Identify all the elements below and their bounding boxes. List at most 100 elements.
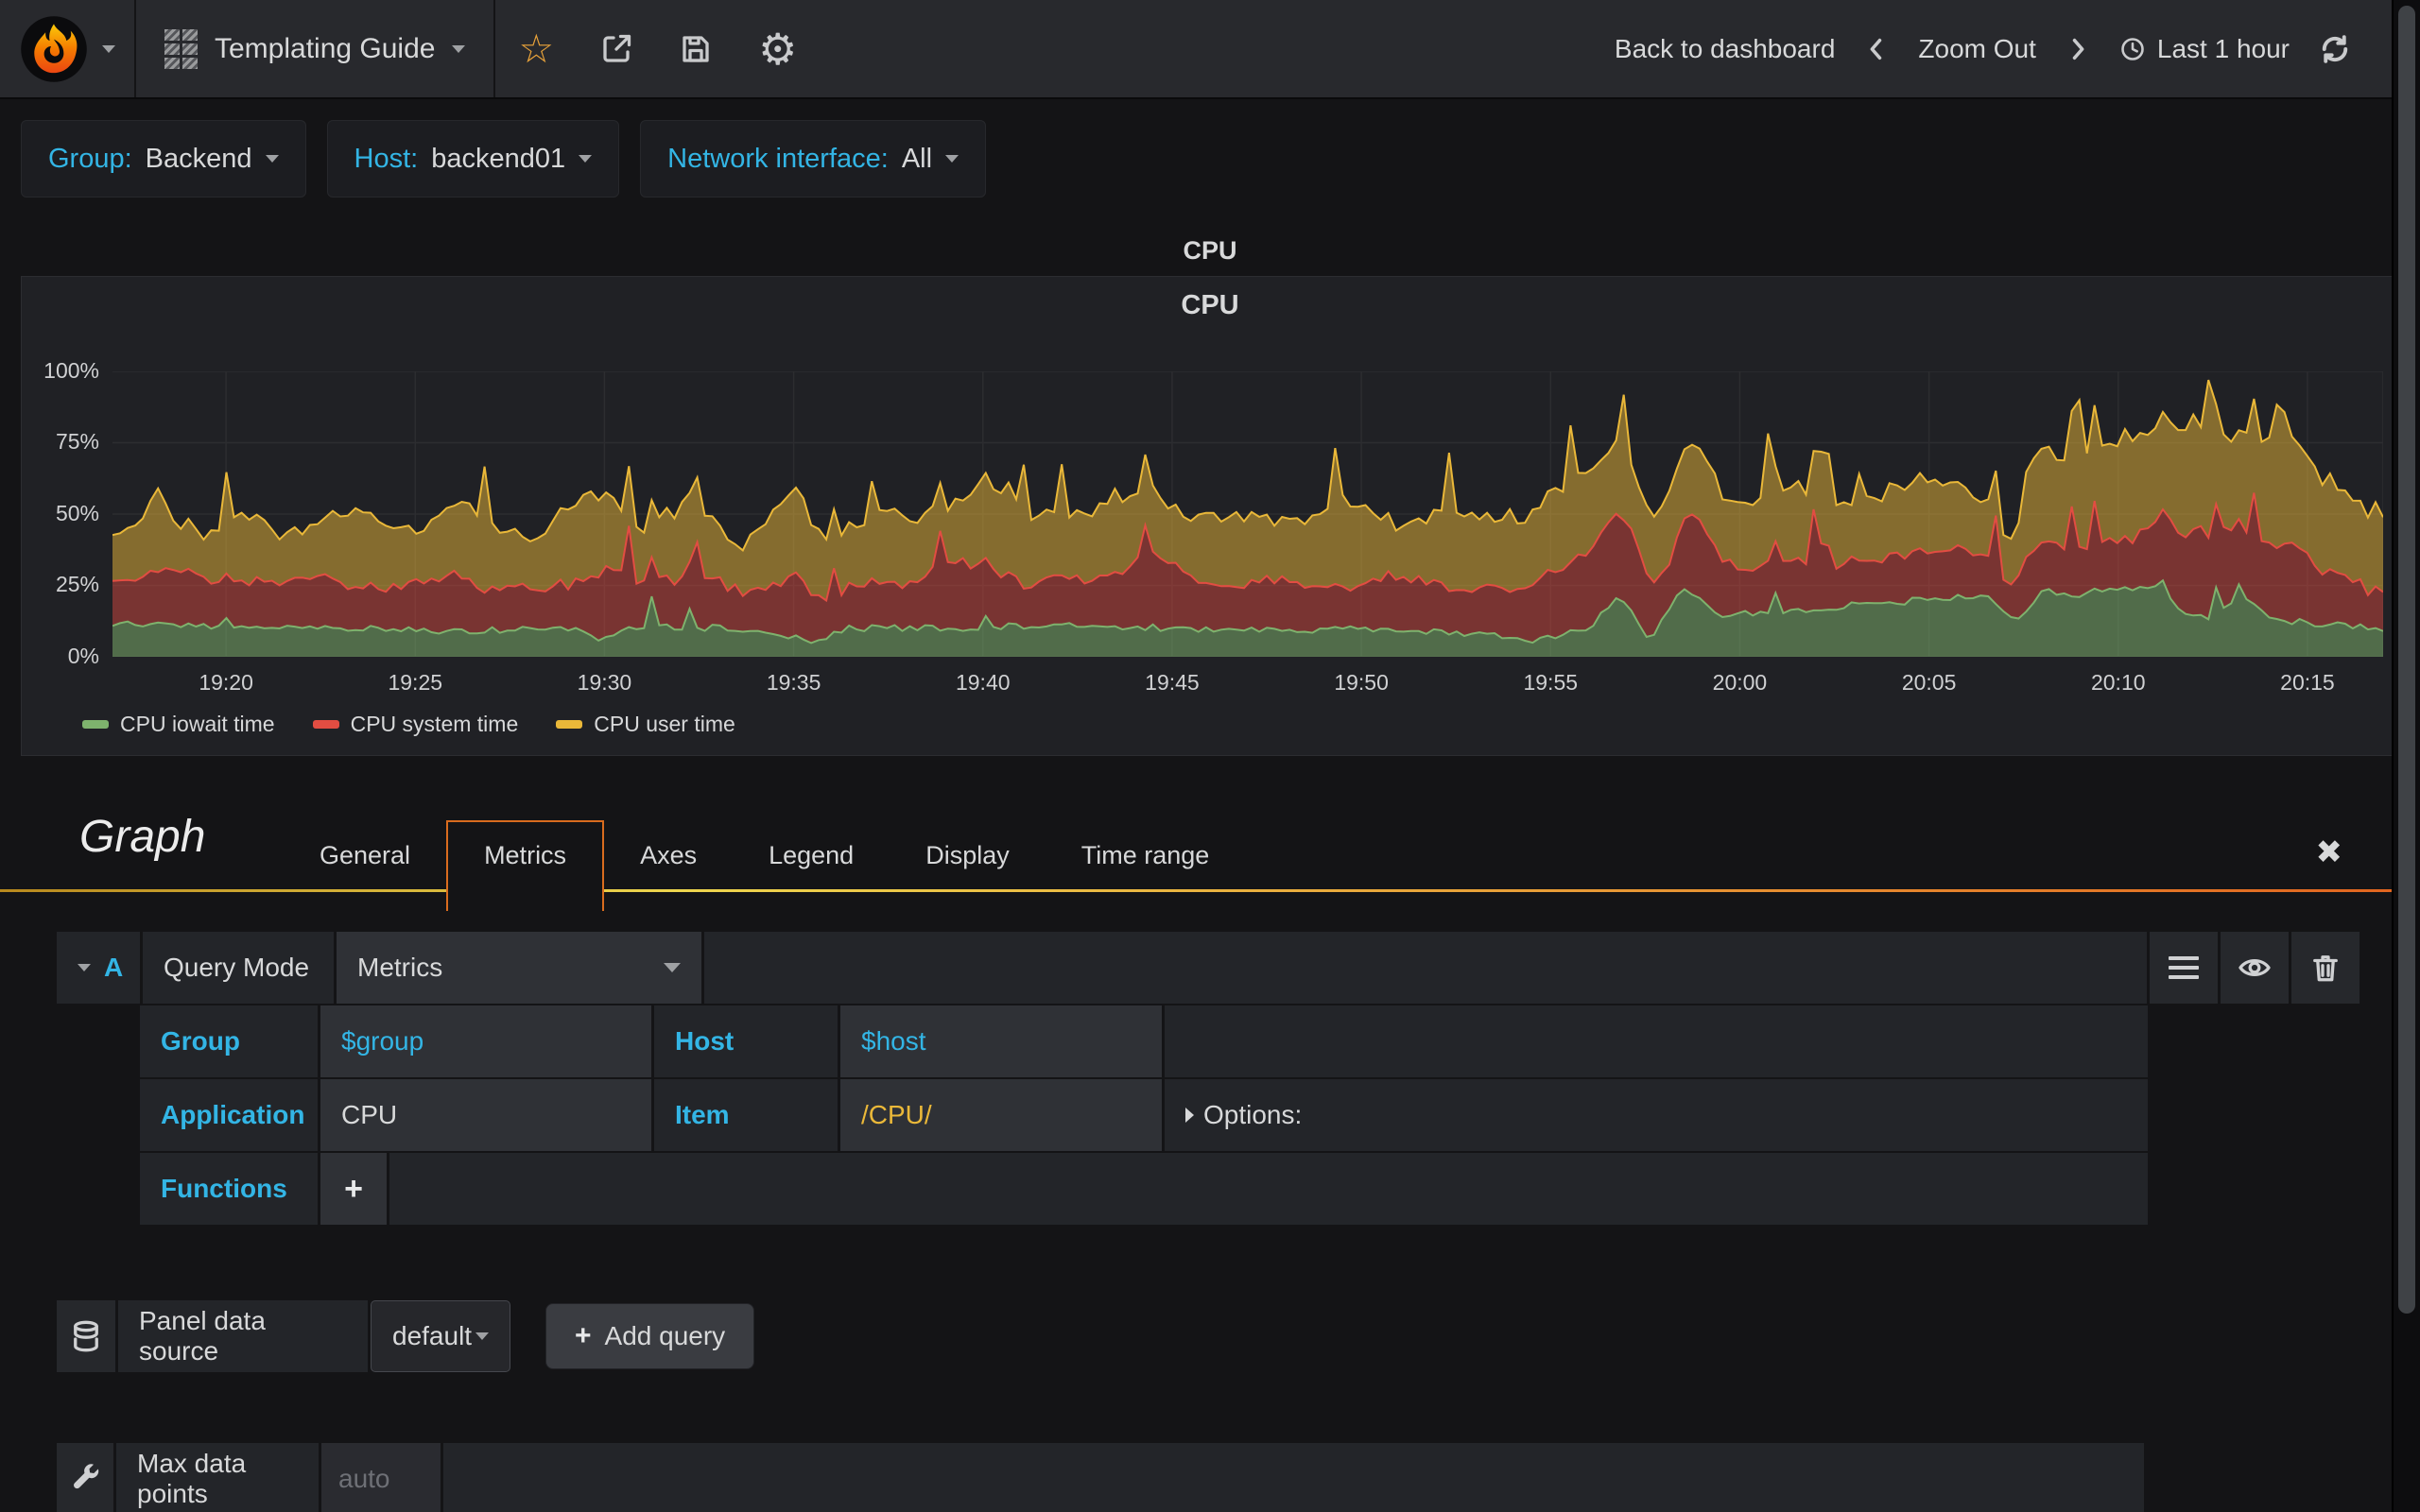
- back-to-dashboard-link[interactable]: Back to dashboard: [1614, 33, 1836, 63]
- save-dashboard-button[interactable]: [656, 0, 735, 97]
- plus-icon: +: [575, 1320, 592, 1351]
- x-axis-tick: 19:40: [955, 670, 1011, 695]
- grafana-menu-button[interactable]: [0, 0, 134, 97]
- query-letter: A: [104, 953, 124, 982]
- max-data-points-input[interactable]: [321, 1443, 441, 1512]
- variable-group[interactable]: Group: Backend: [21, 120, 306, 198]
- group-value-input[interactable]: $group: [320, 1005, 651, 1077]
- x-axis-tick: 19:55: [1523, 670, 1579, 695]
- close-editor-button[interactable]: ✖: [2316, 833, 2343, 871]
- query-row-filler: [443, 1443, 2144, 1512]
- variable-label: Network interface:: [667, 143, 889, 174]
- datasource-icon-cell: [57, 1300, 115, 1372]
- legend-swatch-icon: [556, 720, 583, 729]
- gear-icon: ⚙: [758, 24, 798, 74]
- x-axis-tick: 19:30: [577, 670, 632, 695]
- y-axis-tick: 50%: [55, 501, 99, 525]
- scrollbar-thumb[interactable]: [2398, 6, 2415, 1314]
- dashboard-title-dropdown[interactable]: Templating Guide: [136, 0, 493, 97]
- share-dashboard-button[interactable]: [577, 0, 656, 97]
- legend-item-user[interactable]: CPU user time: [556, 712, 735, 737]
- menu-icon: [2169, 956, 2199, 979]
- caret-down-icon: [452, 44, 466, 53]
- host-value-input[interactable]: $host: [840, 1005, 1162, 1077]
- x-axis-tick: 20:10: [2090, 670, 2146, 695]
- legend-swatch-icon: [82, 720, 109, 729]
- application-label: Application: [140, 1079, 318, 1151]
- variable-value: All: [901, 143, 933, 174]
- cpu-graph-panel: CPU CPU 100% 75% 50% 25% 0% 19:20 19:25 …: [21, 225, 2399, 756]
- max-data-points-label: Max data points: [116, 1443, 319, 1512]
- panel-title[interactable]: CPU: [1183, 236, 1237, 265]
- query-row-filler: [704, 932, 2147, 1004]
- tab-display[interactable]: Display: [925, 841, 1010, 869]
- chevron-left-icon[interactable]: [1863, 36, 1890, 62]
- caret-down-icon: [945, 155, 959, 163]
- zoom-out-button[interactable]: Zoom Out: [1918, 33, 2036, 63]
- navbar-divider: [493, 0, 496, 97]
- item-value-input[interactable]: /CPU/: [840, 1079, 1162, 1151]
- collapse-caret-icon: [78, 964, 91, 971]
- options-caret-icon: [1185, 1108, 1194, 1123]
- star-dashboard-button[interactable]: ☆: [495, 0, 577, 97]
- settings-button[interactable]: ⚙: [735, 0, 820, 97]
- page-scrollbar: [2392, 0, 2420, 1512]
- navbar-divider: [134, 0, 136, 97]
- variable-label: Host:: [354, 143, 419, 174]
- variable-network-interface[interactable]: Network interface: All: [640, 120, 987, 198]
- application-value-input[interactable]: CPU: [320, 1079, 651, 1151]
- eye-icon: [2238, 959, 2271, 976]
- variable-value: Backend: [145, 143, 252, 174]
- legend-label: CPU user time: [594, 712, 735, 736]
- wrench-icon: [74, 1464, 99, 1489]
- chevron-right-icon[interactable]: [2065, 36, 2091, 62]
- functions-label: Functions: [140, 1153, 318, 1225]
- datasource-select[interactable]: default: [371, 1300, 510, 1372]
- chart-legend: CPU iowait time CPU system time CPU user…: [82, 712, 735, 737]
- x-axis-tick: 19:35: [766, 670, 821, 695]
- graph-plot-area[interactable]: [112, 371, 2383, 657]
- legend-label: CPU system time: [350, 712, 519, 736]
- x-axis-tick: 19:25: [388, 670, 443, 695]
- caret-down-icon: [265, 155, 279, 163]
- query-menu-button[interactable]: [2150, 932, 2218, 1004]
- options-toggle[interactable]: Options:: [1185, 1100, 1302, 1130]
- x-axis: 19:20 19:25 19:30 19:35 19:40 19:45 19:5…: [112, 670, 2383, 700]
- variable-host[interactable]: Host: backend01: [326, 120, 620, 198]
- query-delete-button[interactable]: [2291, 932, 2360, 1004]
- tab-legend[interactable]: Legend: [769, 841, 855, 869]
- tab-metrics[interactable]: Metrics: [446, 820, 605, 911]
- editor-tabs: General Metrics Axes Legend Display Time…: [284, 820, 1245, 911]
- share-icon: [603, 34, 631, 62]
- refresh-icon[interactable]: [2318, 32, 2352, 66]
- caret-down-icon: [102, 44, 115, 53]
- add-query-button[interactable]: + Add query: [545, 1303, 755, 1369]
- item-label: Item: [654, 1079, 838, 1151]
- tab-axes[interactable]: Axes: [640, 841, 698, 869]
- add-function-button[interactable]: +: [320, 1153, 387, 1225]
- legend-item-iowait[interactable]: CPU iowait time: [82, 712, 275, 737]
- query-row-application-item: Application CPU Item /CPU/ Options:: [140, 1079, 2148, 1151]
- host-label: Host: [654, 1005, 838, 1077]
- query-collapse-toggle[interactable]: A: [57, 932, 140, 1004]
- variable-label: Group:: [48, 143, 132, 174]
- query-toggle-visibility-button[interactable]: [2221, 932, 2289, 1004]
- datasource-label: Panel data source: [118, 1300, 368, 1372]
- caret-down-icon: [664, 963, 681, 972]
- time-range-picker[interactable]: Last 1 hour: [2119, 34, 2290, 64]
- query-mode-select[interactable]: Metrics: [337, 932, 701, 1004]
- database-icon: [74, 1320, 98, 1352]
- legend-item-system[interactable]: CPU system time: [312, 712, 519, 737]
- query-row-group-host: Group $group Host $host: [140, 1005, 2148, 1077]
- caret-down-icon: [579, 155, 593, 163]
- tab-time-range[interactable]: Time range: [1080, 841, 1210, 869]
- options-cell: Options:: [1165, 1079, 2148, 1151]
- query-row-filler: [1165, 1005, 2148, 1077]
- query-row-a: A Query Mode Metrics: [57, 932, 2360, 1004]
- caret-down-icon: [475, 1332, 489, 1340]
- tab-general[interactable]: General: [320, 841, 411, 869]
- time-range-label: Last 1 hour: [2156, 33, 2290, 63]
- legend-swatch-icon: [312, 720, 339, 729]
- max-data-points-row: Max data points: [57, 1443, 2144, 1512]
- plus-icon: +: [344, 1170, 363, 1207]
